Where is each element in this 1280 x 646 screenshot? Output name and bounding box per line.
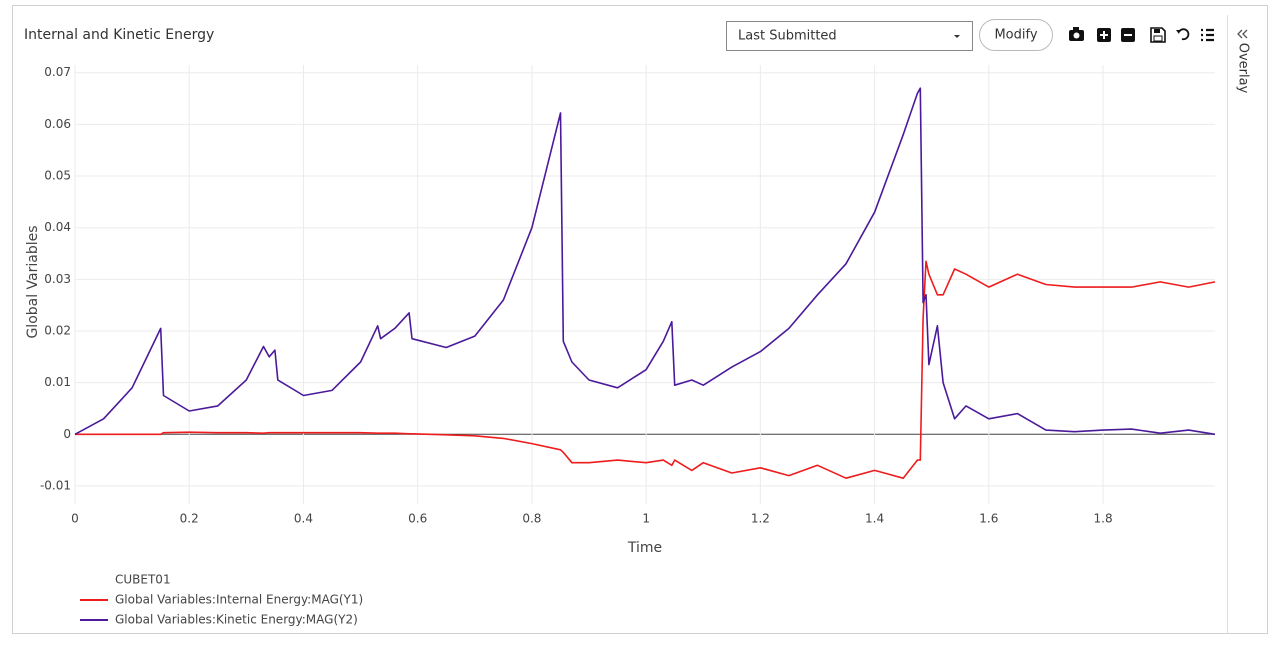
y-tick-label: 0.06 bbox=[44, 117, 71, 131]
zoom-in-icon[interactable] bbox=[1097, 28, 1111, 42]
y-tick-label: 0.03 bbox=[44, 272, 71, 286]
x-tick-label: 0.2 bbox=[180, 512, 199, 526]
chart-title: Internal and Kinetic Energy bbox=[24, 27, 214, 43]
x-axis-title: Time bbox=[627, 540, 662, 556]
x-tick-label: 1.4 bbox=[865, 512, 884, 526]
series-line bbox=[74, 87, 1216, 436]
legend-label: Global Variables:Kinetic Energy:MAG(Y2) bbox=[115, 613, 358, 627]
panel-border bbox=[12, 5, 1268, 634]
modify-label: Modify bbox=[994, 28, 1037, 43]
series-line bbox=[75, 260, 1216, 479]
save-icon[interactable] bbox=[1150, 27, 1166, 43]
collapse-icon[interactable] bbox=[1237, 29, 1248, 39]
camera-icon[interactable] bbox=[1069, 27, 1084, 41]
y-tick-label: 0.07 bbox=[44, 65, 71, 79]
legend-title: CUBET01 bbox=[115, 573, 171, 587]
x-tick-label: 1 bbox=[642, 512, 650, 526]
y-tick-label: 0.02 bbox=[44, 323, 71, 337]
legend-toggle-icon[interactable] bbox=[1201, 28, 1214, 42]
dropdown[interactable] bbox=[726, 21, 973, 51]
overlay-tab[interactable]: Overlay bbox=[1236, 43, 1251, 94]
y-tick-label: 0 bbox=[63, 427, 71, 441]
x-tick-label: 0.4 bbox=[294, 512, 313, 526]
reset-icon[interactable] bbox=[1176, 28, 1190, 41]
y-tick-label: 0.01 bbox=[44, 375, 71, 389]
y-tick-label: 0.05 bbox=[44, 169, 71, 183]
x-tick-label: 0.8 bbox=[522, 512, 541, 526]
zoom-out-icon[interactable] bbox=[1121, 28, 1135, 42]
x-tick-label: 1.6 bbox=[979, 512, 998, 526]
x-tick-label: 1.8 bbox=[1094, 512, 1113, 526]
dropdown-arrow bbox=[954, 35, 960, 38]
x-tick-label: 1.2 bbox=[751, 512, 770, 526]
x-tick-label: 0 bbox=[71, 512, 79, 526]
modify-button[interactable] bbox=[979, 19, 1053, 51]
y-tick-label: -0.01 bbox=[40, 478, 71, 492]
dropdown-value: Last Submitted bbox=[738, 29, 837, 44]
x-tick-label: 0.6 bbox=[408, 512, 427, 526]
y-tick-label: 0.04 bbox=[44, 220, 71, 234]
legend-label: Global Variables:Internal Energy:MAG(Y1) bbox=[115, 593, 363, 607]
y-axis-title: Global Variables bbox=[25, 225, 41, 338]
